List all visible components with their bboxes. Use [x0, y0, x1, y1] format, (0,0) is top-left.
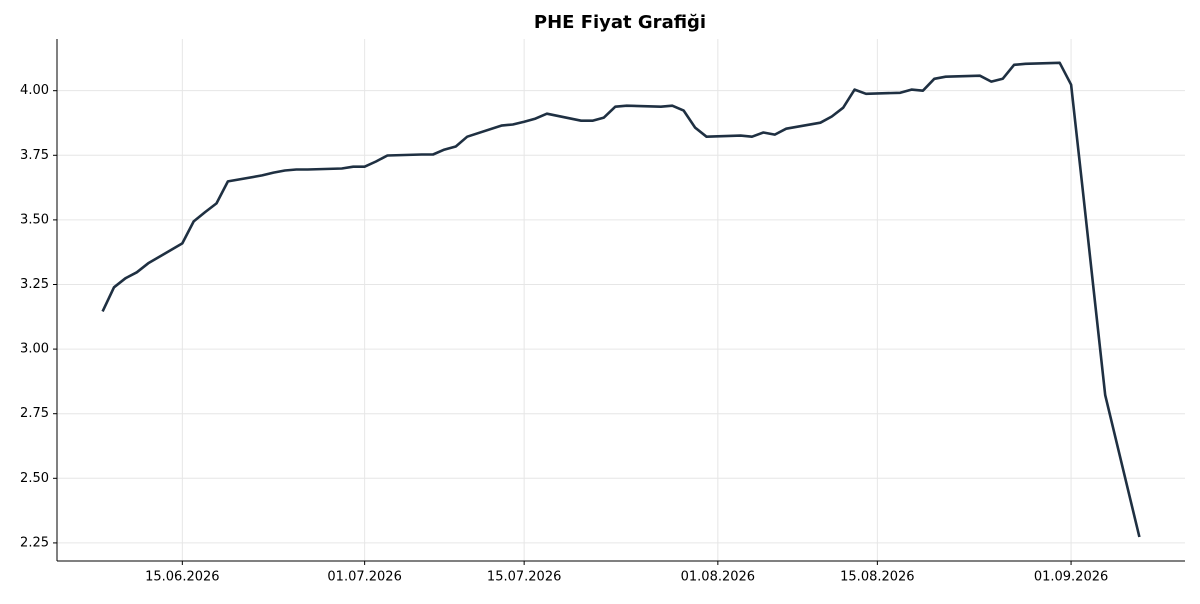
- y-tick-label: 3.75: [20, 148, 49, 163]
- x-tick-label: 01.07.2026: [327, 570, 401, 585]
- x-tick-label: 01.09.2026: [1034, 570, 1108, 585]
- y-tick-label: 2.50: [20, 471, 49, 486]
- y-tick-label: 4.00: [20, 83, 49, 98]
- price-line: [101, 61, 1141, 538]
- y-tick-label: 3.00: [20, 342, 49, 357]
- y-tick-label: 3.50: [20, 212, 49, 227]
- y-tick-label: 2.25: [20, 535, 49, 550]
- y-tick-label: 2.75: [20, 406, 49, 421]
- x-tick-label: 15.07.2026: [487, 570, 561, 585]
- chart-title: PHE Fiyat Grafiği: [534, 12, 706, 33]
- x-tick-label: 15.08.2026: [840, 570, 914, 585]
- y-tick-label: 3.25: [20, 277, 49, 292]
- x-tick-label: 15.06.2026: [145, 570, 219, 585]
- x-tick-label: 01.08.2026: [681, 570, 755, 585]
